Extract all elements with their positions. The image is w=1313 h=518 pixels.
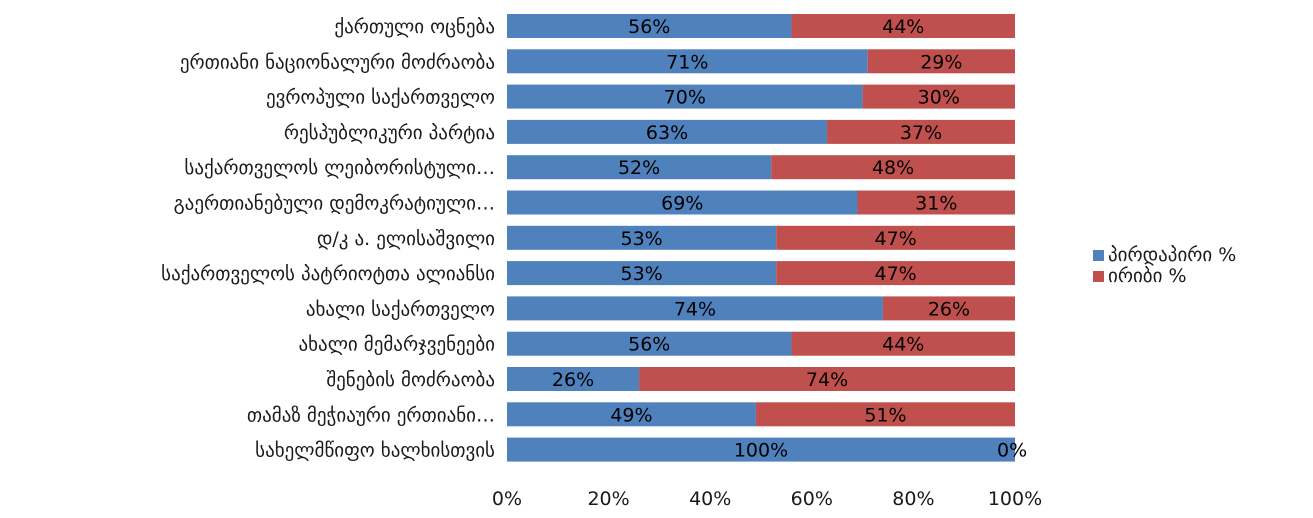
category-label: დ/კ ა. ელისაშვილი bbox=[317, 228, 495, 250]
category-label: ქართული ოცნება bbox=[334, 16, 495, 38]
data-label: 0% bbox=[997, 440, 1027, 462]
data-label: 70% bbox=[664, 87, 706, 109]
category-label: ერთიანი ნაციონალური მოძრაობა bbox=[180, 51, 495, 73]
bar-segment-direct bbox=[507, 14, 792, 38]
x-tick-label: 40% bbox=[689, 488, 731, 510]
bar-segment-direct bbox=[507, 49, 868, 74]
data-label: 47% bbox=[875, 263, 917, 285]
data-label: 48% bbox=[872, 157, 914, 179]
category-label: შენების მოძრაობა bbox=[326, 369, 495, 391]
bar-segment-indirect bbox=[882, 296, 1015, 321]
x-tick-label: 20% bbox=[587, 488, 629, 510]
category-label: საქართველოს ლეიბორისტული… bbox=[184, 157, 495, 179]
data-label: 53% bbox=[621, 228, 663, 250]
category-label: ახალი მემარჯვენეები bbox=[298, 334, 495, 356]
data-label: 31% bbox=[915, 193, 957, 215]
data-label: 63% bbox=[646, 122, 688, 144]
data-label: 26% bbox=[552, 369, 594, 391]
bar-segment-direct bbox=[507, 331, 792, 356]
bar-segment-indirect bbox=[867, 49, 1015, 74]
legend-label: ირიბი % bbox=[1108, 265, 1187, 287]
data-label: 49% bbox=[610, 404, 652, 426]
bar-segment-indirect bbox=[776, 261, 1015, 286]
category-label: ევროპული საქართველო bbox=[266, 87, 495, 109]
data-label: 29% bbox=[920, 51, 962, 73]
bar-segment-indirect bbox=[771, 155, 1015, 180]
category-label: ახალი საქართველო bbox=[306, 298, 495, 320]
bar-segment-indirect bbox=[857, 190, 1015, 215]
legend-swatch bbox=[1093, 250, 1104, 261]
bar-segment-indirect bbox=[862, 84, 1015, 109]
bar-segment-direct bbox=[507, 190, 858, 215]
data-label: 74% bbox=[674, 298, 716, 320]
data-label: 52% bbox=[618, 157, 660, 179]
bar-segment-indirect bbox=[827, 119, 1015, 144]
x-tick-label: 80% bbox=[892, 488, 934, 510]
category-label: სახელმწიფო ხალხისთვის bbox=[255, 440, 495, 462]
legend-label: პირდაპირი % bbox=[1108, 244, 1236, 266]
data-label: 37% bbox=[900, 122, 942, 144]
category-label: თამაზ მეჭიაური ერთიანი… bbox=[247, 404, 495, 426]
data-label: 56% bbox=[628, 334, 670, 356]
bar-segment-direct bbox=[507, 437, 1015, 462]
data-label: 51% bbox=[864, 404, 906, 426]
bar-segment-direct bbox=[507, 367, 640, 391]
data-label: 100% bbox=[734, 440, 788, 462]
data-label: 44% bbox=[882, 334, 924, 356]
bar-segment-direct bbox=[507, 261, 777, 286]
category-label: რესპუბლიკური პარტია bbox=[284, 122, 495, 144]
bar-segment-direct bbox=[507, 296, 883, 321]
data-label: 26% bbox=[928, 298, 970, 320]
data-label: 56% bbox=[628, 16, 670, 38]
category-label: გაერთიანებული დემოკრატიული… bbox=[174, 193, 495, 215]
bar-segment-indirect bbox=[791, 14, 1015, 38]
data-label: 44% bbox=[882, 16, 924, 38]
data-label: 71% bbox=[666, 51, 708, 73]
bar-segment-indirect bbox=[791, 331, 1015, 356]
category-label: საქართველოს პატრიოტთა ალიანსი bbox=[161, 263, 495, 285]
bar-segment-direct bbox=[507, 84, 863, 109]
data-label: 53% bbox=[621, 263, 663, 285]
bar-segment-direct bbox=[507, 155, 772, 180]
bar-segment-indirect bbox=[639, 367, 1015, 391]
bar-segment-direct bbox=[507, 402, 756, 427]
x-tick-label: 60% bbox=[791, 488, 833, 510]
data-label: 74% bbox=[806, 369, 848, 391]
bar-segment-indirect bbox=[755, 402, 1015, 427]
x-tick-label: 100% bbox=[988, 488, 1042, 510]
bar-segment-indirect bbox=[776, 225, 1015, 250]
data-label: 47% bbox=[875, 228, 917, 250]
bar-segment-direct bbox=[507, 119, 828, 144]
data-label: 30% bbox=[918, 87, 960, 109]
data-label: 69% bbox=[661, 193, 703, 215]
legend-swatch bbox=[1093, 271, 1104, 282]
bar-segment-direct bbox=[507, 225, 777, 250]
x-tick-label: 0% bbox=[492, 488, 522, 510]
